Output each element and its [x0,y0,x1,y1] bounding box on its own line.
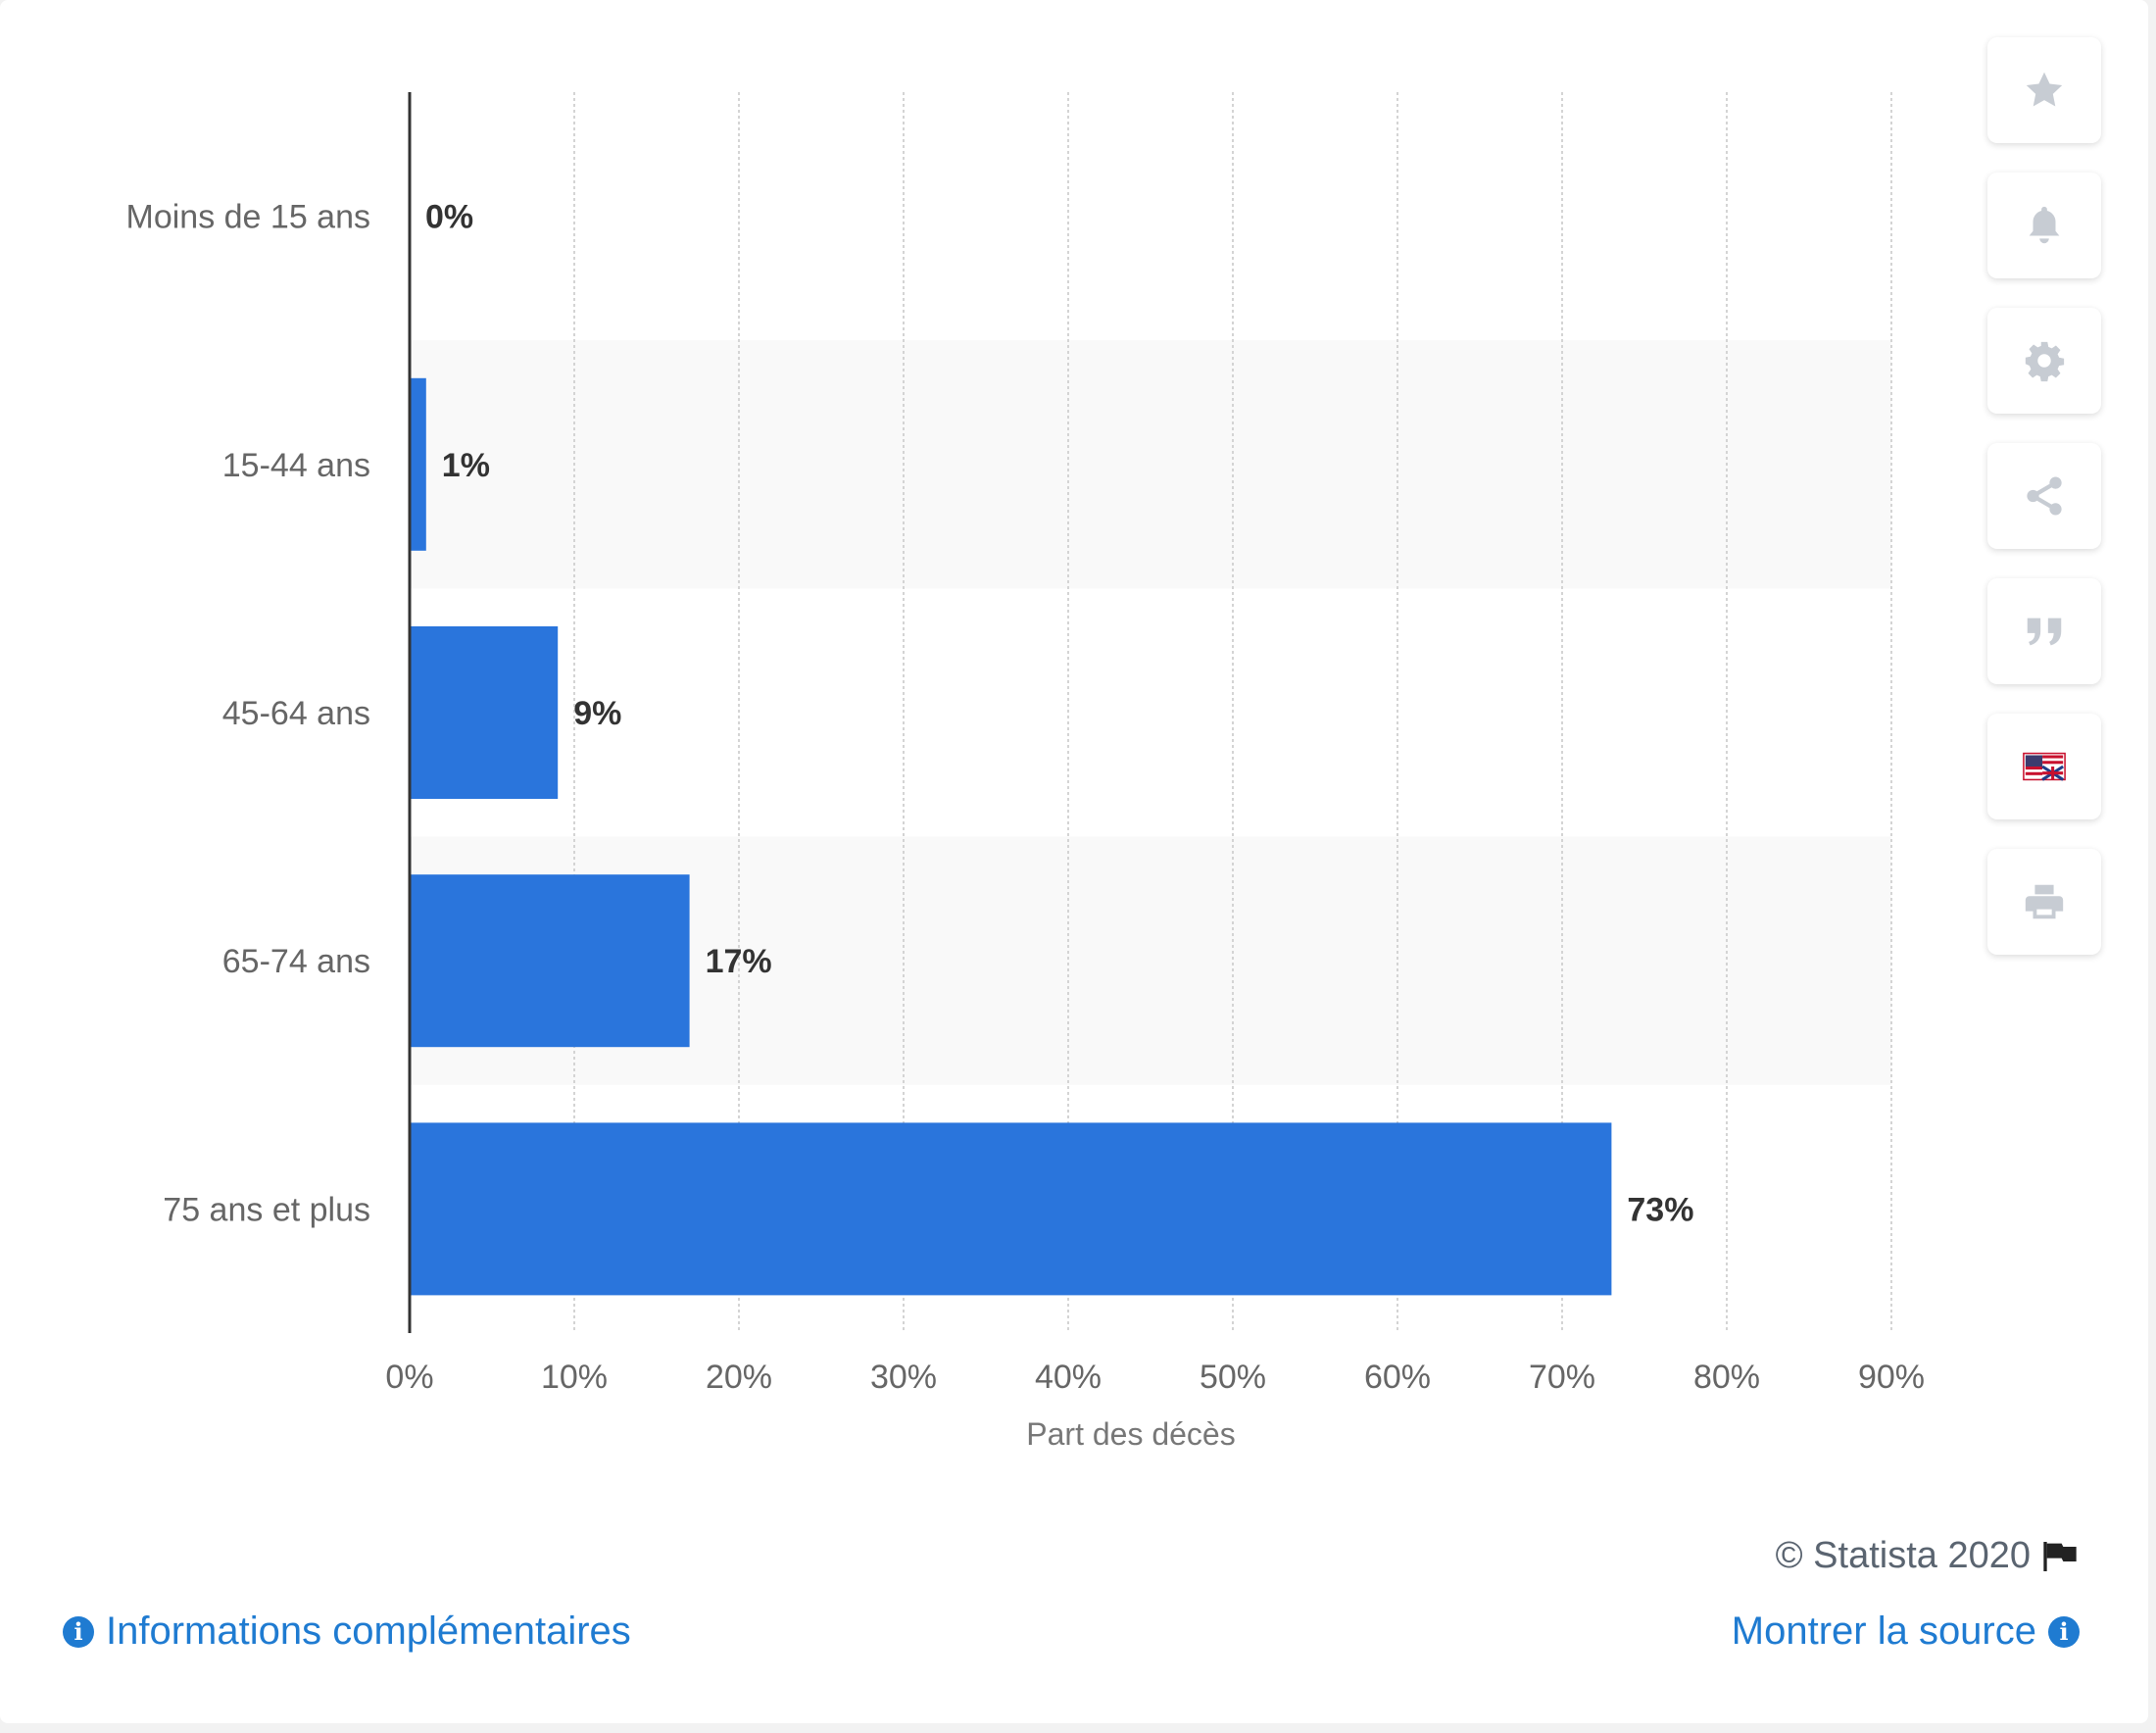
data-label: 73% [1627,1191,1693,1228]
print-button[interactable] [1987,849,2101,955]
x-tick-label: 90% [1858,1359,1925,1396]
star-icon [2026,72,2063,107]
share-button[interactable] [1987,443,2101,549]
copyright-text: © Statista 2020 [1775,1535,2031,1576]
gear-icon [2025,341,2065,382]
show-source-link[interactable]: Montrer la source i [1732,1609,2080,1654]
copyright-notice: © Statista 2020 [1776,1535,2080,1577]
flag-icon [2023,752,2066,781]
data-label: 17% [706,943,772,980]
bar-3[interactable] [410,626,559,799]
info-icon: i [63,1615,94,1648]
bar-5[interactable] [410,1122,1612,1296]
info-icon: i [2048,1615,2080,1648]
bar-2[interactable] [410,377,426,551]
share-icon [2027,476,2062,516]
data-label: 9% [573,695,621,732]
cite-button[interactable] [1987,578,2101,684]
x-tick-label: 50% [1200,1359,1266,1396]
row-band [410,340,1891,589]
x-tick-label: 10% [541,1359,608,1396]
data-label: 1% [442,447,490,484]
data-label: 0% [425,199,473,236]
favorite-button[interactable] [1987,37,2101,143]
x-tick-label: 20% [706,1359,772,1396]
notification-button[interactable] [1987,173,2101,278]
x-axis-title: Part des décès [1026,1416,1235,1452]
settings-button[interactable] [1987,308,2101,414]
quote-icon [2027,618,2062,646]
language-button[interactable] [1987,714,2101,819]
bar-chart: 0% Moins de 15 ans 1% 15-44 ans 9% 45-64 ans 1… [126,92,1925,1452]
bell-icon [2029,206,2060,244]
category-label: 75 ans et plus [163,1191,370,1228]
more-info-link[interactable]: i Informations complémentaires [63,1609,631,1654]
print-icon [2025,884,2064,919]
bar-4[interactable] [410,874,690,1048]
x-tick-label: 40% [1035,1359,1102,1396]
show-source-label: Montrer la source [1731,1609,2036,1653]
x-tick-label: 30% [870,1359,937,1396]
category-label: 65-74 ans [222,943,370,980]
x-tick-label: 70% [1529,1359,1595,1396]
category-label: Moins de 15 ans [126,199,371,236]
x-tick-label: 60% [1364,1359,1431,1396]
more-info-label: Informations complémentaires [106,1609,631,1653]
category-label: 45-64 ans [222,695,370,732]
flag-report-icon[interactable] [2040,1540,2080,1573]
category-label: 15-44 ans [222,447,370,484]
x-tick-label: 80% [1693,1359,1760,1396]
x-tick-label: 0% [385,1359,433,1396]
